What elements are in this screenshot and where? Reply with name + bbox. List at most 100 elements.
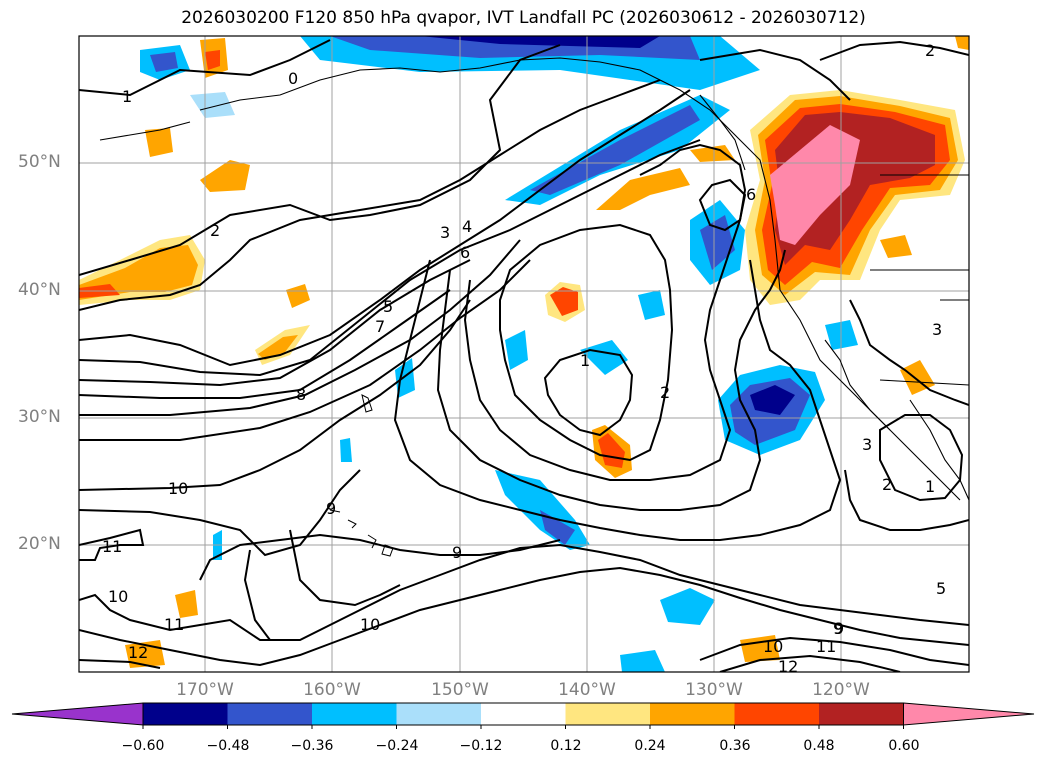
lon-label: 150°W xyxy=(431,680,489,700)
contour-3 xyxy=(79,79,661,311)
contour-29 xyxy=(879,414,964,502)
contour-label: 1 xyxy=(580,351,590,370)
colorbar-extend-low xyxy=(11,702,144,726)
colorbar xyxy=(11,702,1035,729)
contour-22 xyxy=(436,249,786,511)
contour-label: 6 xyxy=(460,243,470,262)
contour-label: 9 xyxy=(833,619,843,638)
neg-blob-southeast-core xyxy=(750,385,795,415)
lat-label: 20°N xyxy=(18,534,61,554)
colorbar-segment xyxy=(396,703,482,725)
contour-label: 12 xyxy=(128,643,148,662)
pos-blob-center-north xyxy=(596,168,690,210)
colorbar-segment xyxy=(312,703,397,725)
contour-24 xyxy=(499,223,674,462)
contour-25 xyxy=(543,348,634,437)
pos-blob-small-j xyxy=(880,235,912,258)
contour-20 xyxy=(289,529,401,607)
contour-23 xyxy=(463,143,747,481)
contour-label: 9 xyxy=(452,543,462,562)
neg-blob-north-core xyxy=(420,36,660,48)
contour-13 xyxy=(79,543,969,641)
colorbar-segment xyxy=(650,703,735,725)
contour-17 xyxy=(719,654,901,672)
shading-negative xyxy=(140,36,858,672)
map-plot-area: 0 1 2 2 3 4 6 5 7 8 6 1 2 10 9 9 9 11 10… xyxy=(79,36,969,676)
contour-21 xyxy=(393,259,842,541)
neg-blob-small-1 xyxy=(190,92,235,118)
lon-label: 140°W xyxy=(558,680,616,700)
contour-label: 6 xyxy=(746,185,756,204)
contour-28 xyxy=(844,469,969,531)
colorbar-segment xyxy=(565,703,651,725)
shading-positive xyxy=(79,36,969,668)
contour-label: 10 xyxy=(168,479,188,498)
contour-label: 3 xyxy=(932,320,942,339)
neg-blob-small-4 xyxy=(638,290,665,320)
lon-label: 120°W xyxy=(812,680,870,700)
contour-label: 3 xyxy=(862,435,872,454)
contour-1 xyxy=(79,39,331,97)
contour-11 xyxy=(79,469,361,557)
colorbar-tick-label: 0.12 xyxy=(550,738,582,754)
contour-label: 2 xyxy=(925,41,935,60)
contour-30 xyxy=(819,40,969,61)
contour-7 xyxy=(79,289,451,399)
contour-label: 10 xyxy=(763,637,783,656)
colorbar-tick-label: −0.24 xyxy=(375,738,419,754)
pos-blob-northwest-core xyxy=(770,125,860,245)
contour-19 xyxy=(199,533,561,581)
contour-label: 10 xyxy=(108,587,128,606)
contour-10 xyxy=(79,299,471,491)
contour-label: 0 xyxy=(288,69,298,88)
contour-4 xyxy=(79,89,691,367)
contour-label: 2 xyxy=(210,221,220,240)
colorbar-tick-label: −0.48 xyxy=(206,738,250,754)
contour-label: 5 xyxy=(936,579,946,598)
lon-label: 130°W xyxy=(685,680,743,700)
colorbar-tick-label: 0.36 xyxy=(719,738,751,754)
colorbar-segment xyxy=(143,703,228,725)
contour-label: 12 xyxy=(778,657,798,676)
colorbar-tick-label: −0.12 xyxy=(459,738,503,754)
colorbar-segment xyxy=(481,703,566,725)
contour-14 xyxy=(79,566,969,667)
map-frame xyxy=(78,35,970,673)
pos-blob-small-c xyxy=(145,128,173,157)
contour-9 xyxy=(79,259,531,441)
colorbar-tick-label: −0.36 xyxy=(290,738,334,754)
pos-blob-small-g xyxy=(175,590,198,618)
pos-blob-center-south-inner xyxy=(598,433,625,468)
neg-blob-gulf-inner xyxy=(530,105,700,195)
contour-label: 9 xyxy=(326,499,336,518)
contour-label: 2 xyxy=(660,383,670,402)
contour-15 xyxy=(79,659,161,669)
colorbar-extend-high xyxy=(903,702,1035,726)
contour-label: 1 xyxy=(925,477,935,496)
contour-label: 4 xyxy=(462,217,472,236)
neg-blob-aleutian-inner xyxy=(150,52,178,72)
contour-12 xyxy=(79,528,145,561)
colorbar-tick-label: 0.48 xyxy=(803,738,835,754)
colorbar-segment xyxy=(819,703,904,725)
pos-blob-small-l xyxy=(955,36,969,50)
coastlines xyxy=(99,57,969,501)
lat-label: 50°N xyxy=(18,152,61,172)
contour-2 xyxy=(79,44,561,276)
ivt-contours xyxy=(79,39,969,672)
neg-blob-small-5 xyxy=(660,588,715,625)
neg-blob-center xyxy=(580,340,628,375)
contour-label: 1 xyxy=(122,87,132,106)
contour-label: 11 xyxy=(164,615,184,634)
contour-6 xyxy=(79,259,471,387)
lat-label: 40°N xyxy=(18,280,61,300)
pos-blob-small-d xyxy=(200,160,250,192)
contour-labels: 0 1 2 2 3 4 6 5 7 8 6 1 2 10 9 9 9 11 10… xyxy=(102,41,946,676)
lon-label: 170°W xyxy=(176,680,234,700)
contour-8 xyxy=(79,239,521,416)
contour-label: 7 xyxy=(375,317,385,336)
lat-label: 30°N xyxy=(18,407,61,427)
contour-label: 11 xyxy=(102,537,122,556)
neg-blob-center-south-inner xyxy=(540,510,575,545)
